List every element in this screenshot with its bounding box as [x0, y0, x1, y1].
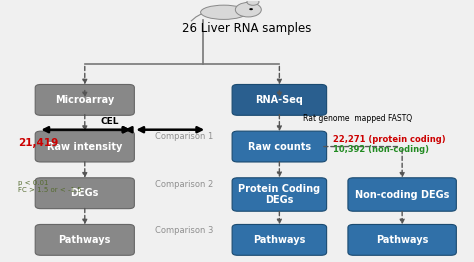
FancyBboxPatch shape [35, 84, 134, 115]
FancyBboxPatch shape [35, 225, 134, 255]
Circle shape [236, 2, 261, 17]
Circle shape [249, 8, 253, 10]
Text: CEL: CEL [101, 117, 119, 126]
Text: Pathways: Pathways [253, 235, 306, 245]
Text: Comparison 2: Comparison 2 [155, 180, 213, 189]
Text: p < 0.01
FC > 1.5 or < -1.5: p < 0.01 FC > 1.5 or < -1.5 [18, 180, 82, 193]
Text: Non-coding DEGs: Non-coding DEGs [355, 189, 449, 199]
FancyBboxPatch shape [35, 131, 134, 162]
FancyBboxPatch shape [348, 178, 456, 211]
Text: Microarray: Microarray [55, 95, 114, 105]
Text: 21,419: 21,419 [18, 138, 58, 148]
Text: Protein Coding
DEGs: Protein Coding DEGs [238, 184, 320, 205]
Text: Raw intensity: Raw intensity [47, 141, 122, 151]
FancyBboxPatch shape [232, 178, 327, 211]
Text: RNA-Seq: RNA-Seq [255, 95, 303, 105]
Text: Raw counts: Raw counts [248, 141, 311, 151]
FancyBboxPatch shape [232, 225, 327, 255]
Text: 22,271 (protein coding): 22,271 (protein coding) [333, 135, 445, 144]
FancyBboxPatch shape [348, 225, 456, 255]
Text: 26 Liver RNA samples: 26 Liver RNA samples [182, 22, 311, 35]
Text: Pathways: Pathways [376, 235, 428, 245]
Text: Comparison 1: Comparison 1 [155, 132, 213, 141]
FancyBboxPatch shape [35, 178, 134, 209]
Circle shape [247, 0, 259, 5]
Text: Rat genome  mapped FASTQ: Rat genome mapped FASTQ [302, 114, 411, 123]
Text: Comparison 3: Comparison 3 [155, 226, 214, 235]
Text: 10,392 (non-coding): 10,392 (non-coding) [333, 145, 428, 154]
FancyBboxPatch shape [232, 84, 327, 115]
Text: Pathways: Pathways [59, 235, 111, 245]
Text: DEGs: DEGs [71, 188, 99, 198]
FancyBboxPatch shape [232, 131, 327, 162]
Ellipse shape [201, 5, 247, 19]
